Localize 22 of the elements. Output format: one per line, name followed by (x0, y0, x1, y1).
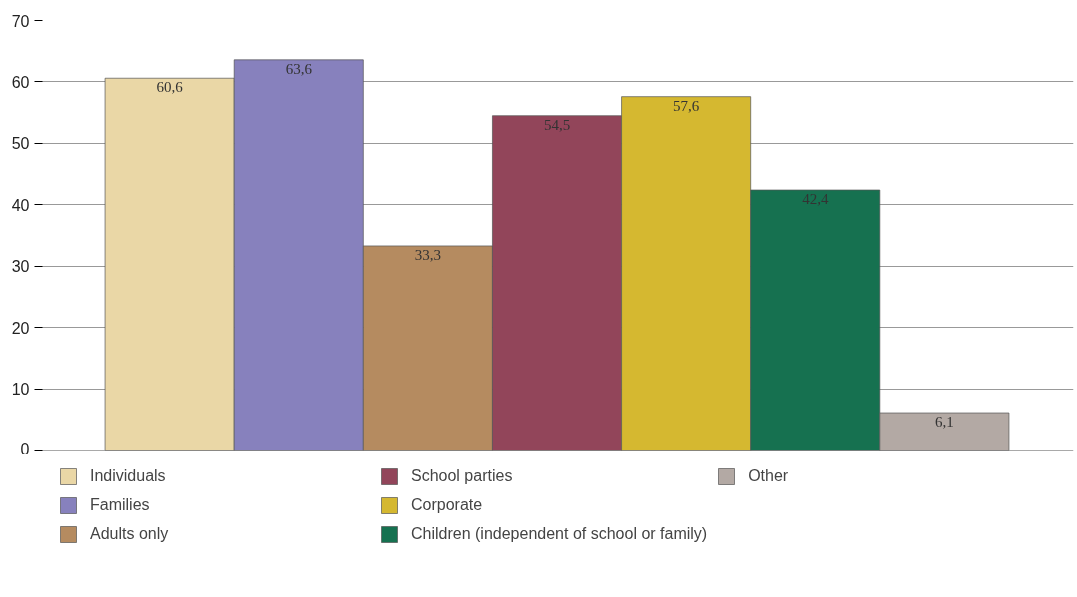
data-label: 54,5 (543, 116, 571, 133)
legend-label: Adults only (90, 525, 170, 543)
legend-label: Other (748, 467, 790, 485)
y-tick-label: 0 (20, 440, 30, 458)
y-tick-label: 70 (11, 12, 30, 30)
legend-label: Corporate (411, 496, 484, 514)
y-tick-label: 30 (11, 258, 30, 276)
legend-label: School parties (411, 467, 514, 485)
y-tick-label: 20 (11, 319, 30, 337)
y-tick-label: 60 (11, 73, 30, 91)
data-label: 42,4 (802, 191, 829, 208)
y-tick-label: 10 (11, 381, 30, 399)
data-label: 60,6 (156, 79, 184, 96)
data-label: 63,6 (285, 60, 313, 77)
y-tick-label: 40 (11, 196, 30, 214)
data-label: 57,6 (673, 97, 700, 114)
y-tick-label: 50 (11, 135, 30, 153)
data-label: 6,1 (935, 414, 954, 431)
legend-label: Children (independent of school or family) (411, 525, 708, 543)
legend-label: Individuals (90, 467, 167, 485)
data-label: 33,3 (414, 246, 441, 263)
legend-label: Families (90, 496, 151, 514)
